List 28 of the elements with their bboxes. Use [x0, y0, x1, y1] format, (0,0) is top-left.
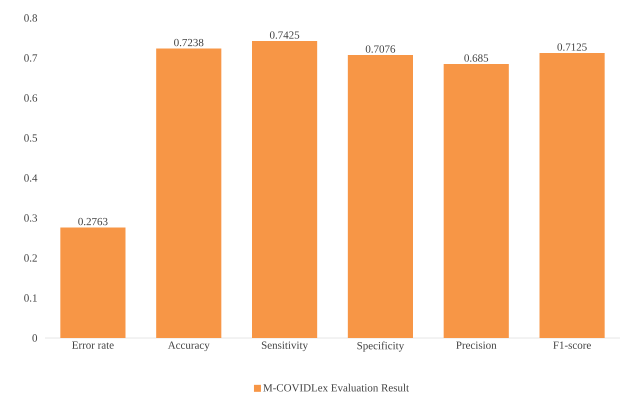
- y-tick-label: 0.1: [24, 294, 37, 302]
- x-tick-label: F1-score: [553, 342, 591, 349]
- y-tick-label: 0.6: [24, 94, 38, 102]
- y-tick-label: 0.4: [24, 174, 38, 182]
- data-label: 0.7125: [557, 43, 587, 51]
- bar: [348, 54, 413, 338]
- x-tick-label: Specificity: [357, 342, 404, 352]
- bar: [156, 48, 222, 338]
- y-tick-label: 0.8: [24, 14, 38, 22]
- legend-label: M-COVIDLex Evaluation Result: [263, 384, 409, 392]
- x-tick-label: Precision: [456, 342, 496, 349]
- bar: [444, 64, 509, 338]
- bar: [540, 53, 605, 338]
- y-tick-label: 0.2: [24, 254, 37, 262]
- x-tick-label: Error rate: [72, 342, 114, 349]
- y-tick-label: 0: [32, 334, 38, 342]
- data-label: 0.7076: [366, 45, 396, 53]
- y-tick-label: 0.3: [24, 214, 38, 222]
- data-label: 0.7425: [270, 31, 300, 39]
- bar: [60, 227, 126, 338]
- bar: [252, 41, 318, 338]
- data-label: 0.2763: [78, 218, 108, 226]
- y-tick-label: 0.5: [24, 134, 38, 142]
- y-tick-label: 0.7: [24, 54, 38, 62]
- data-label: 0.685: [464, 54, 488, 62]
- x-tick-label: Accuracy: [168, 342, 210, 352]
- data-label: 0.7238: [174, 38, 204, 46]
- x-tick-label: Sensitivity: [262, 342, 308, 352]
